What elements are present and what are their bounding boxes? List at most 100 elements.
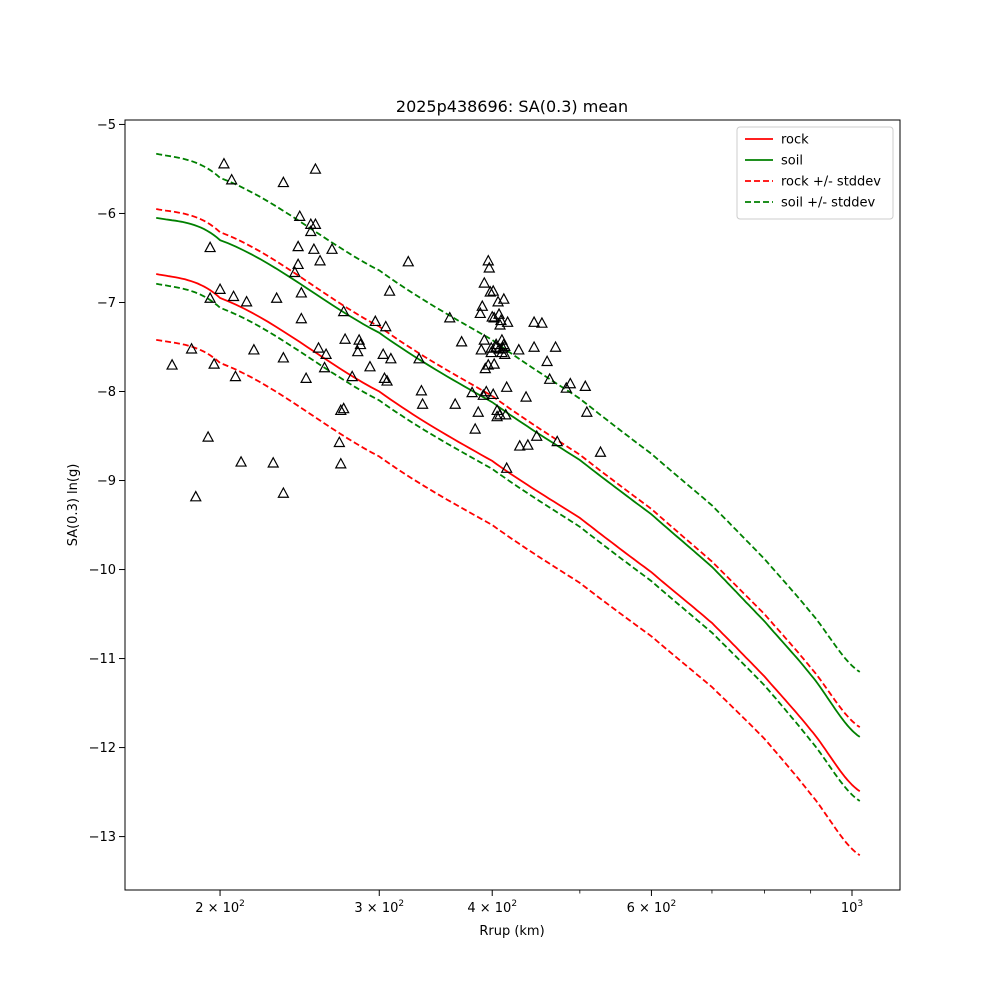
axes-frame bbox=[124, 119, 901, 891]
x-tick-label: 2 × 102 bbox=[195, 899, 245, 916]
observation-point bbox=[477, 388, 490, 400]
observation-point bbox=[377, 347, 390, 359]
observation-point bbox=[512, 343, 525, 355]
observation-point bbox=[295, 312, 308, 324]
observation-point bbox=[309, 162, 322, 174]
observation-point bbox=[449, 397, 462, 409]
observation-point bbox=[513, 439, 526, 451]
y-tick-label: −11 bbox=[89, 652, 116, 667]
y-tick-label: −5 bbox=[97, 118, 116, 133]
observation-point bbox=[334, 457, 347, 469]
observation-point bbox=[478, 333, 491, 345]
observation-point bbox=[497, 292, 510, 304]
observation-point bbox=[491, 410, 504, 422]
observation-point bbox=[334, 403, 347, 416]
observation-point bbox=[416, 397, 429, 409]
observation-point bbox=[543, 372, 556, 384]
observation-point bbox=[300, 371, 313, 384]
observation-point bbox=[466, 386, 479, 398]
observation-point bbox=[551, 435, 564, 447]
observation-point bbox=[225, 173, 238, 185]
observation-point bbox=[189, 490, 202, 502]
observation-point bbox=[267, 456, 280, 468]
observation-point bbox=[479, 362, 492, 374]
observation-point bbox=[549, 340, 562, 352]
observation-points bbox=[166, 157, 607, 502]
observation-point bbox=[247, 343, 260, 355]
observation-point bbox=[314, 254, 327, 266]
x-tick-label: 4 × 102 bbox=[467, 899, 517, 916]
observation-point bbox=[333, 435, 346, 448]
legend-label-soil: soil bbox=[781, 154, 803, 169]
observation-point bbox=[474, 306, 487, 319]
observation-point bbox=[402, 255, 415, 267]
observation-point bbox=[277, 486, 290, 498]
y-tick-label: −13 bbox=[89, 830, 116, 845]
observation-point bbox=[208, 357, 221, 369]
observation-point bbox=[346, 370, 359, 382]
observation-point bbox=[166, 358, 179, 370]
observation-point bbox=[455, 335, 468, 347]
x-tick-label: 6 × 102 bbox=[627, 899, 677, 916]
observation-point bbox=[594, 445, 607, 457]
observation-point bbox=[277, 176, 290, 188]
observation-point bbox=[353, 333, 366, 345]
observation-point bbox=[337, 305, 350, 317]
legend: rock soil rock +/- stddev soil +/- stddev bbox=[736, 126, 894, 220]
y-axis-label: SA(0.3) ln(g) bbox=[66, 464, 81, 547]
observation-point bbox=[476, 299, 489, 311]
observation-point bbox=[307, 242, 320, 254]
observation-point bbox=[492, 295, 505, 307]
observation-point bbox=[521, 438, 534, 450]
plot-area bbox=[156, 152, 861, 857]
observation-point bbox=[483, 261, 496, 273]
observation-point bbox=[530, 429, 543, 441]
observation-point bbox=[204, 291, 217, 303]
series-lines bbox=[156, 152, 861, 857]
observation-point bbox=[384, 352, 397, 364]
legend-box bbox=[736, 126, 894, 220]
legend-label-rock: rock bbox=[781, 133, 809, 148]
observation-point bbox=[528, 340, 541, 352]
observation-point bbox=[354, 338, 367, 350]
observation-point bbox=[202, 430, 215, 442]
x-axis-label: Rrup (km) bbox=[479, 924, 544, 939]
observation-point bbox=[498, 347, 511, 359]
observation-point bbox=[488, 311, 501, 323]
series-line-rock-0 bbox=[156, 273, 861, 792]
observation-point bbox=[351, 345, 364, 357]
observation-point bbox=[493, 408, 507, 420]
observation-point bbox=[309, 217, 322, 230]
observation-point bbox=[312, 341, 325, 353]
observation-point bbox=[535, 316, 548, 328]
observation-point bbox=[304, 225, 317, 237]
observation-point bbox=[363, 360, 376, 372]
y-tick-label: −9 bbox=[97, 474, 116, 489]
y-axis-ticks: −5 −6 −7 −8 −9 −10 −11 −12 −13 bbox=[89, 118, 125, 845]
observation-point bbox=[480, 385, 493, 397]
observation-point bbox=[288, 265, 301, 278]
observation-point bbox=[488, 357, 501, 369]
observation-point bbox=[415, 384, 428, 396]
legend-label-rock-stddev: rock +/- stddev bbox=[781, 175, 881, 190]
observation-point bbox=[413, 352, 426, 364]
y-tick-label: −7 bbox=[97, 296, 116, 311]
observation-point bbox=[541, 354, 554, 367]
observation-point bbox=[270, 291, 283, 303]
y-tick-label: −6 bbox=[97, 207, 116, 222]
observation-point bbox=[485, 346, 498, 358]
observation-point bbox=[579, 379, 592, 392]
observation-point bbox=[337, 402, 350, 414]
observation-point bbox=[475, 343, 488, 355]
series-line-soil-1 bbox=[156, 217, 861, 738]
observation-point bbox=[501, 315, 514, 327]
chart-title: 2025p438696: SA(0.3) mean bbox=[396, 97, 628, 116]
y-tick-label: −8 bbox=[97, 385, 116, 400]
observation-point bbox=[240, 295, 253, 307]
observation-point bbox=[520, 390, 533, 402]
series-line-rock-stddev-3 bbox=[156, 339, 861, 857]
x-tick-label: 103 bbox=[841, 899, 863, 916]
y-tick-label: −10 bbox=[89, 563, 116, 578]
observation-point bbox=[320, 347, 333, 359]
observation-point bbox=[487, 284, 500, 296]
